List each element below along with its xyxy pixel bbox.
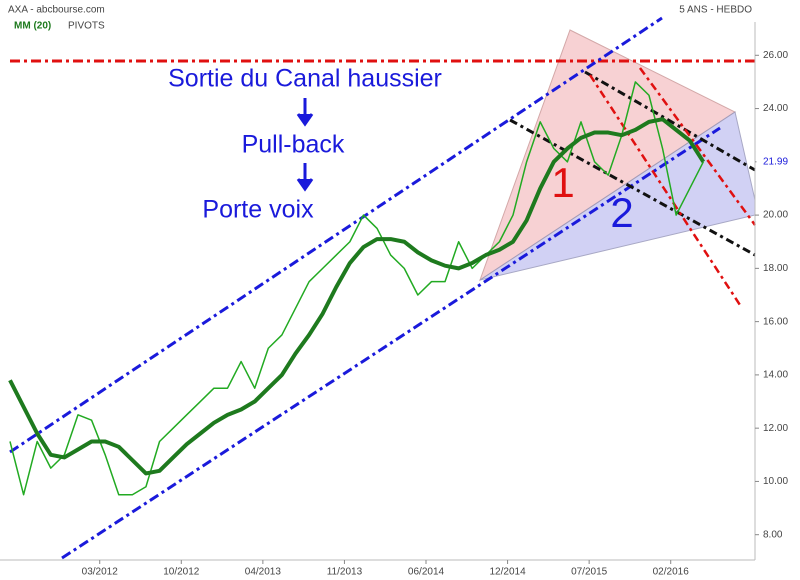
arrow	[296, 98, 314, 127]
y-tick-label: 10.00	[763, 476, 788, 487]
y-tick-label: 26.00	[763, 50, 788, 61]
legend-item: MM (20)	[14, 21, 51, 32]
legend-item: PIVOTS	[68, 21, 105, 32]
annotation: Sortie du Canal haussier	[168, 65, 442, 93]
annotation: 1	[551, 159, 574, 206]
channel-lower	[61, 126, 721, 560]
y-tick-label: 20.00	[763, 210, 788, 221]
subtitle: 5 ANS - HEBDO	[679, 5, 752, 16]
drawings	[9, 16, 757, 560]
channel-upper	[9, 16, 663, 454]
x-tick-label: 02/2016	[653, 567, 690, 578]
y-tick-label: 16.00	[763, 316, 788, 327]
title: AXA - abcbourse.com	[8, 5, 105, 16]
black-line	[584, 70, 756, 172]
y-tick-label: 14.00	[763, 370, 788, 381]
price-line	[9, 81, 705, 496]
red-line	[638, 67, 757, 226]
x-tick-label: 12/2014	[489, 567, 526, 578]
x-tick-label: 04/2013	[245, 567, 282, 578]
y-tick-label: 18.00	[763, 263, 788, 274]
moving-average	[8, 117, 706, 476]
last-price-box	[756, 154, 798, 170]
red-line	[588, 74, 742, 306]
annotation: Pull-back	[242, 131, 345, 159]
last-price-label: 21.99	[763, 157, 788, 168]
arrow	[296, 163, 314, 192]
y-tick-label: 24.00	[763, 103, 788, 114]
black-line	[509, 118, 756, 257]
x-tick-label: 10/2012	[163, 567, 200, 578]
annotation: Porte voix	[202, 196, 314, 224]
x-tick-label: 07/2015	[571, 567, 608, 578]
x-tick-label: 06/2014	[408, 567, 445, 578]
y-tick-label: 8.00	[763, 529, 783, 540]
x-tick-label: 03/2012	[82, 567, 119, 578]
y-tick-label: 12.00	[763, 423, 788, 434]
annotation: 2	[610, 189, 633, 236]
x-tick-label: 11/2013	[327, 567, 363, 578]
